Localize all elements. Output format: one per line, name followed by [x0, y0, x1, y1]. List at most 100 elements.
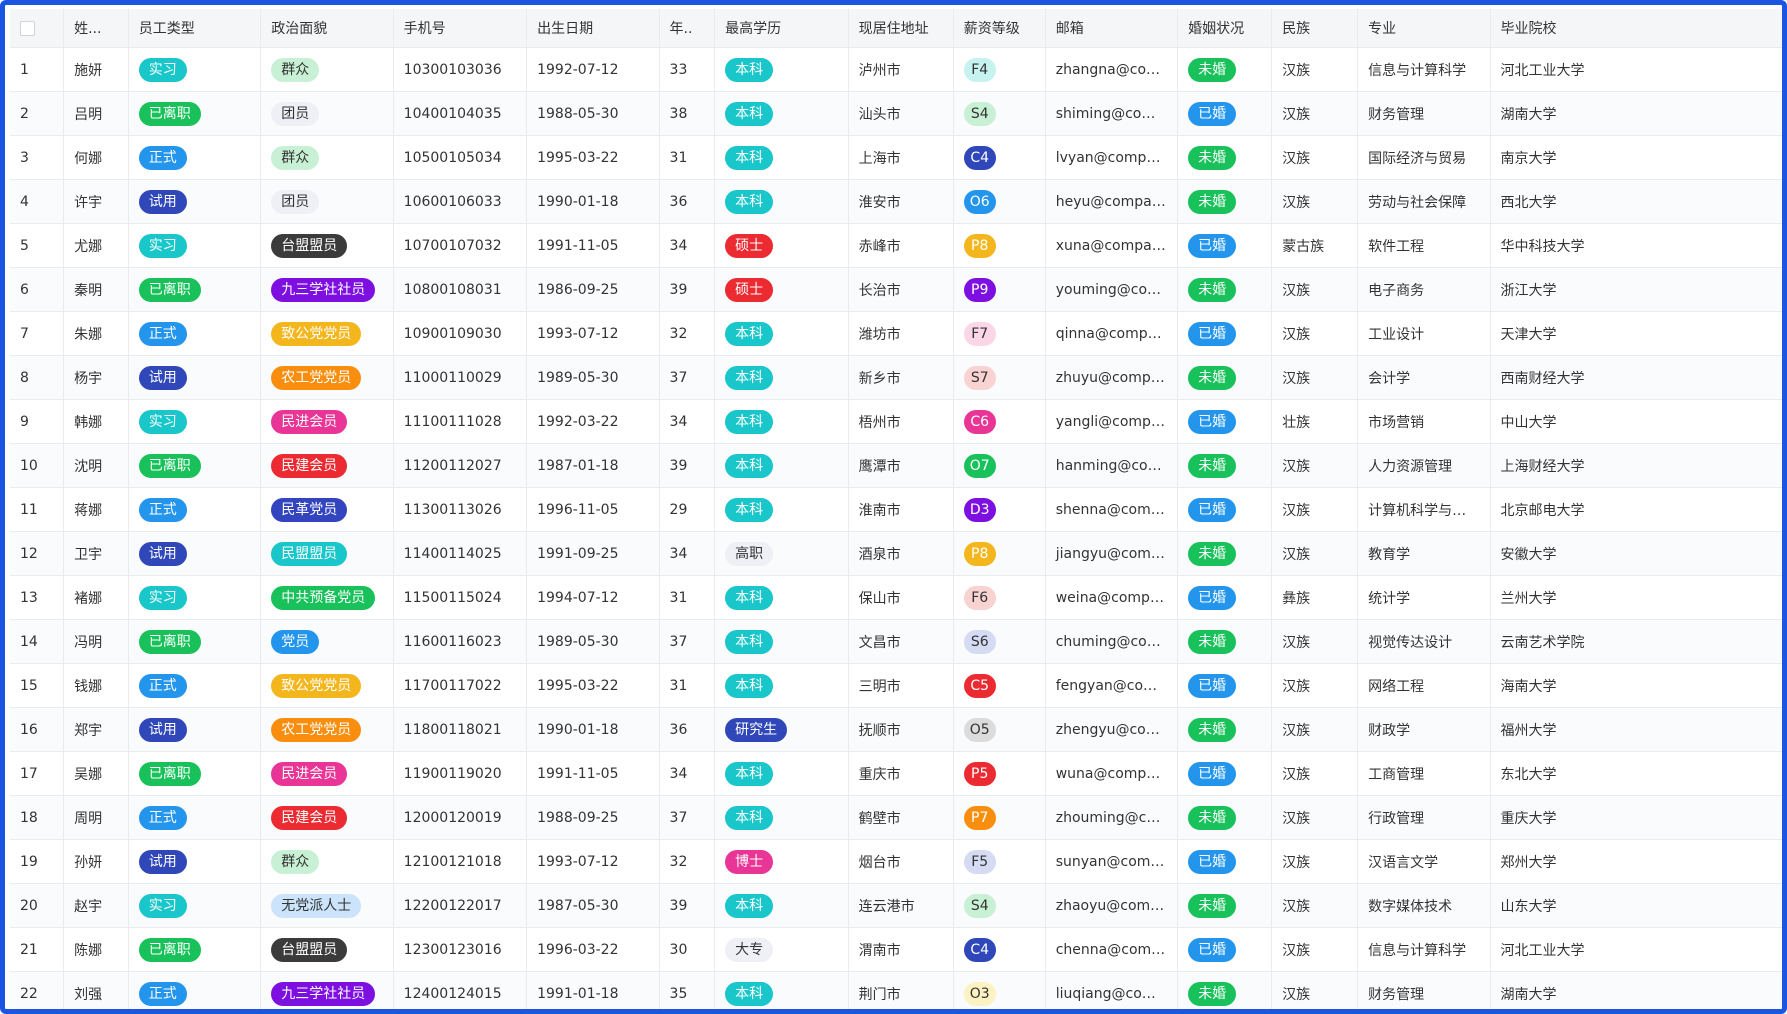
table-row[interactable]: 2 吕明 已离职 团员 10400104035 1988-05-30 38 本科 汕头市 S4 sh…	[10, 91, 1782, 136]
type-tag: 正式	[138, 497, 187, 522]
column-header-city[interactable]: 现居住地址	[848, 9, 954, 48]
political-tag: 团员	[271, 101, 320, 126]
cell-ethnic: 汉族	[1271, 443, 1359, 488]
cell-email: jiangyu@company....	[1045, 531, 1179, 576]
cell-ethnic: 汉族	[1271, 355, 1359, 400]
cell-type: 已离职	[128, 751, 262, 796]
row-number: 20	[20, 897, 38, 914]
table-row[interactable]: 20 赵宇 实习 无党派人士 12200122017 1987-05-30 39 本科 连云港市…	[10, 883, 1782, 928]
marital-tag: 未婚	[1188, 981, 1237, 1006]
edu-tag: 本科	[725, 145, 774, 170]
table-row[interactable]: 5 尤娜 实习 台盟盟员 10700107032 1991-11-05 34 硕士 赤峰市 P8 x…	[10, 223, 1782, 268]
cell-age: 37	[659, 355, 716, 400]
cell-school: 华中科技大学	[1490, 223, 1782, 268]
table-row[interactable]: 19 孙妍 试用 群众 12100121018 1993-07-12 32 博士 烟台市 F5 su…	[10, 839, 1782, 884]
cell-marital: 已婚	[1177, 839, 1273, 884]
cell-email: wuna@company.c...	[1045, 751, 1179, 796]
column-header-birth[interactable]: 出生日期	[526, 9, 660, 48]
table-row[interactable]: 3 何娜 正式 群众 10500105034 1995-03-22 31 本科 上海市 C4 lvy…	[10, 135, 1782, 180]
table-row[interactable]: 13 褚娜 实习 中共预备党员 11500115024 1994-07-12 31 本科 保山市…	[10, 575, 1782, 620]
table-row[interactable]: 8 杨宇 试用 农工党党员 11000110029 1989-05-30 37 本科 新乡市 S7…	[10, 355, 1782, 400]
cell-checkbox: 18	[10, 795, 65, 840]
column-header-major[interactable]: 专业	[1357, 9, 1491, 48]
political-tag: 团员	[271, 189, 320, 214]
column-header-age[interactable]: 年..	[659, 9, 716, 48]
cell-school: 郑州大学	[1490, 839, 1782, 884]
cell-edu: 硕士	[714, 267, 849, 312]
table-row[interactable]: 10 沈明 已离职 民建会员 11200112027 1987-01-18 39 本科 鹰潭市 O…	[10, 443, 1782, 488]
table-row[interactable]: 12 卫宇 试用 民盟盟员 11400114025 1991-09-25 34 高职 酒泉市 P8…	[10, 531, 1782, 576]
table-row[interactable]: 22 刘强 正式 九三学社社员 12400124015 1991-01-18 35 本科 荆门市…	[10, 971, 1782, 1009]
column-header-checkbox[interactable]	[10, 9, 65, 48]
cell-email: liuqiang@compan...	[1045, 971, 1179, 1009]
table-row[interactable]: 14 冯明 已离职 党员 11600116023 1989-05-30 37 本科 文昌市 S6 c…	[10, 619, 1782, 664]
cell-age: 34	[659, 223, 716, 268]
column-header-salary[interactable]: 薪资等级	[953, 9, 1046, 48]
cell-phone: 11900119020	[393, 751, 528, 796]
column-header-type[interactable]: 员工类型	[128, 9, 262, 48]
cell-edu: 本科	[714, 883, 849, 928]
cell-name: 周明	[63, 795, 129, 840]
age-text: 34	[669, 545, 688, 562]
cell-political: 群众	[260, 47, 394, 92]
ethnic-text: 汉族	[1282, 634, 1311, 651]
cell-major: 信息与计算科学	[1357, 927, 1491, 972]
cell-birth: 1990-01-18	[526, 707, 660, 752]
table-row[interactable]: 16 郑宇 试用 农工党党员 11800118021 1990-01-18 36 研究生 抚顺市…	[10, 707, 1782, 752]
cell-salary: D3	[953, 487, 1046, 532]
cell-name: 韩娜	[63, 399, 129, 444]
column-header-ethnic[interactable]: 民族	[1271, 9, 1359, 48]
major-text: 工业设计	[1368, 326, 1425, 343]
column-header-marital[interactable]: 婚姻状况	[1177, 9, 1273, 48]
column-header-political[interactable]: 政治面貌	[260, 9, 394, 48]
ethnic-text: 汉族	[1282, 942, 1311, 959]
cell-type: 已离职	[128, 443, 262, 488]
cell-marital: 未婚	[1177, 179, 1273, 224]
column-header-school[interactable]: 毕业院校	[1490, 9, 1782, 48]
name-text: 褚娜	[74, 590, 103, 607]
cell-type: 实习	[128, 399, 262, 444]
age-text: 31	[669, 149, 688, 166]
column-header-label: 婚姻状况	[1188, 21, 1245, 37]
table-row[interactable]: 15 钱娜 正式 致公党党员 11700117022 1995-03-22 31 本科 三明市 C…	[10, 663, 1782, 708]
cell-type: 正式	[128, 971, 262, 1009]
cell-edu: 本科	[714, 971, 849, 1009]
table-row[interactable]: 4 许宇 试用 团员 10600106033 1990-01-18 36 本科 淮安市 O6 hey…	[10, 179, 1782, 224]
table-row[interactable]: 11 蒋娜 正式 民革党员 11300113026 1996-11-05 29 本科 淮南市 D3…	[10, 487, 1782, 532]
phone-text: 11500115024	[403, 589, 502, 606]
cell-salary: O7	[953, 443, 1046, 488]
birth-text: 1996-11-05	[537, 501, 619, 518]
table-row[interactable]: 6 秦明 已离职 九三学社社员 10800108031 1986-09-25 39 硕士 长治市…	[10, 267, 1782, 312]
table-row[interactable]: 9 韩娜 实习 民进会员 11100111028 1992-03-22 34 本科 梧州市 C6 y…	[10, 399, 1782, 444]
city-text: 潍坊市	[858, 326, 901, 343]
cell-email: sunyan@company....	[1045, 839, 1179, 884]
table-row[interactable]: 18 周明 正式 民建会员 12000120019 1988-09-25 37 本科 鹤壁市 P7…	[10, 795, 1782, 840]
name-text: 钱娜	[74, 678, 103, 695]
select-all-checkbox[interactable]	[20, 20, 35, 36]
column-header-email[interactable]: 邮箱	[1045, 9, 1179, 48]
column-header-name[interactable]: 姓...	[63, 9, 129, 48]
column-header-edu[interactable]: 最高学历	[714, 9, 849, 48]
column-header-phone[interactable]: 手机号	[393, 9, 528, 48]
cell-age: 39	[659, 443, 716, 488]
birth-text: 1992-07-12	[537, 61, 619, 78]
table-row[interactable]: 17 吴娜 已离职 民进会员 11900119020 1991-11-05 34 本科 重庆市 P…	[10, 751, 1782, 796]
marital-tag: 已婚	[1188, 497, 1237, 522]
table-row[interactable]: 7 朱娜 正式 致公党党员 10900109030 1993-07-12 32 本科 潍坊市 F7…	[10, 311, 1782, 356]
cell-school: 浙江大学	[1490, 267, 1782, 312]
cell-marital: 未婚	[1177, 443, 1273, 488]
phone-text: 12400124015	[403, 985, 502, 1002]
political-tag: 无党派人士	[271, 893, 362, 918]
school-text: 东北大学	[1500, 766, 1557, 783]
name-text: 秦明	[74, 282, 103, 299]
cell-city: 淮安市	[848, 179, 954, 224]
cell-school: 重庆大学	[1490, 795, 1782, 840]
cell-edu: 本科	[714, 619, 849, 664]
cell-ethnic: 汉族	[1271, 663, 1359, 708]
table-row[interactable]: 21 陈娜 已离职 台盟盟员 12300123016 1996-03-22 30 大专 渭南市 C…	[10, 927, 1782, 972]
type-tag: 已离职	[138, 937, 201, 962]
table-row[interactable]: 1 施妍 实习 群众 10300103036 1992-07-12 33 本科 泸州市 F4 zha…	[10, 47, 1782, 92]
edu-tag: 本科	[725, 893, 774, 918]
cell-phone: 11100111028	[393, 399, 528, 444]
cell-birth: 1995-03-22	[526, 135, 660, 180]
